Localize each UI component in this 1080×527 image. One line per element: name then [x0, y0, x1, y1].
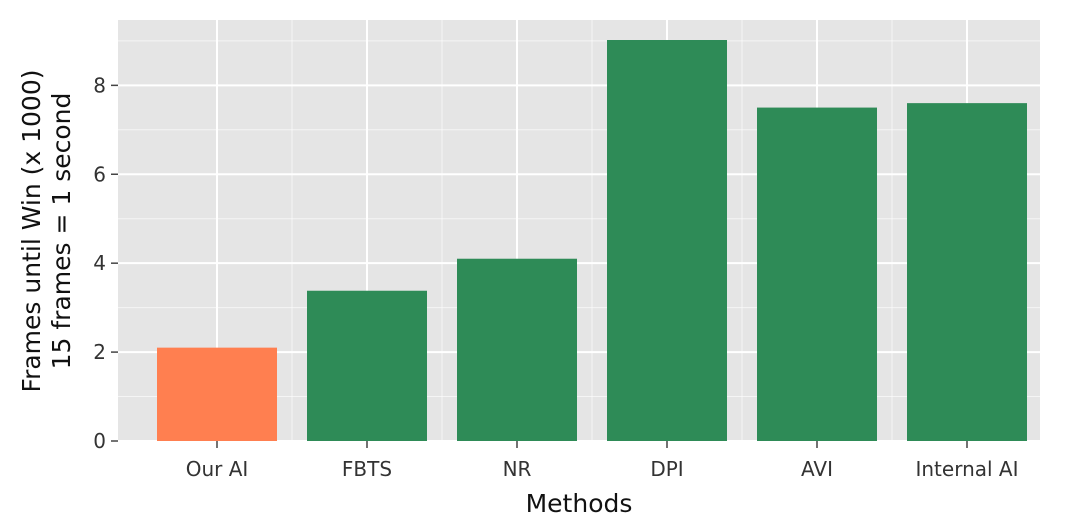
bar: [457, 258, 577, 441]
y-axis: 0 2 4 6 8: [93, 73, 118, 453]
bar: [157, 347, 277, 441]
x-axis-label: Methods: [526, 489, 633, 518]
x-tick-label: FBTS: [342, 457, 392, 481]
y-tick-label: 4: [93, 251, 106, 275]
y-axis-label-line-2: 15 frames = 1 second: [47, 93, 76, 370]
bar: [757, 107, 877, 441]
y-axis-label-line-1: Frames until Win (x 1000): [17, 70, 46, 393]
bar: [907, 103, 1027, 441]
y-tick-label: 8: [93, 73, 106, 97]
x-tick-label: AVI: [801, 457, 833, 481]
bar: [307, 290, 427, 441]
y-tick-label: 0: [93, 429, 106, 453]
x-axis: Our AI FBTS NR DPI AVI Internal AI: [186, 441, 1019, 481]
x-tick-label: NR: [503, 457, 532, 481]
x-tick-label: Our AI: [186, 457, 249, 481]
y-tick-label: 2: [93, 340, 106, 364]
x-tick-label: DPI: [650, 457, 683, 481]
bar: [607, 40, 727, 441]
bars: [157, 40, 1027, 441]
x-tick-label: Internal AI: [915, 457, 1018, 481]
y-tick-label: 6: [93, 162, 106, 186]
